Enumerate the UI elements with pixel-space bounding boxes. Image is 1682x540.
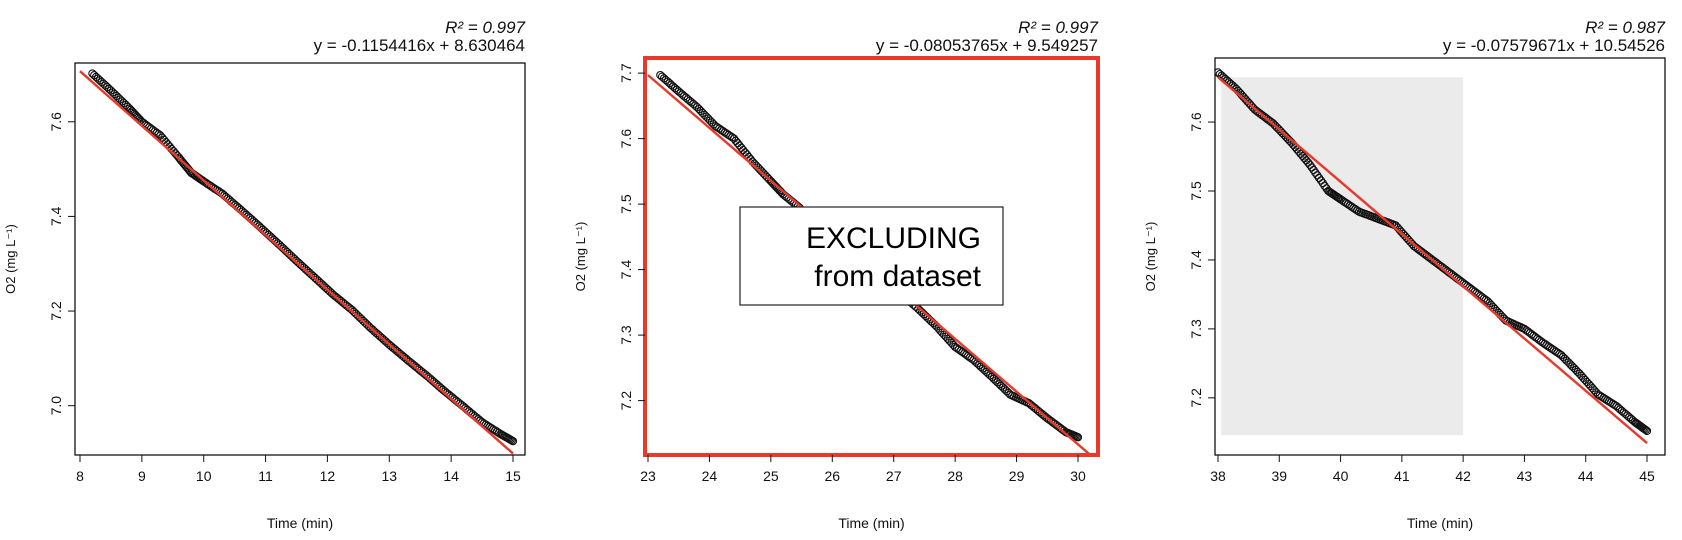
regression-equation: y = -0.1154416x + 8.630464 xyxy=(314,36,525,55)
x-tick-label: 23 xyxy=(640,468,656,484)
regression-equation: y = -0.08053765x + 9.549257 xyxy=(876,36,1098,55)
data-point xyxy=(1640,424,1649,434)
plot-frame xyxy=(1214,57,1666,456)
x-tick-label: 44 xyxy=(1578,468,1594,484)
x-tick-label: 41 xyxy=(1394,468,1410,484)
x-tick-label: 40 xyxy=(1333,468,1349,484)
plot-frame xyxy=(74,62,526,456)
panel-1: 8 9 10 11 12 13 14 15 7.0 7.2 7.4 7.6 Time (min) O2 (… xyxy=(3,18,526,531)
y-tick-label: 7.5 xyxy=(1188,181,1204,201)
data-point xyxy=(1073,433,1083,442)
x-tick-label: 43 xyxy=(1517,468,1533,484)
y-tick-label: 7.2 xyxy=(48,301,64,321)
y-tick-label: 7.6 xyxy=(1188,112,1204,132)
x-tick-label: 30 xyxy=(1070,468,1086,484)
x-tick-label: 39 xyxy=(1271,468,1287,484)
y-tick-label: 7.2 xyxy=(1188,388,1204,408)
annotation-text: EXCLUDING xyxy=(806,222,981,255)
x-tick-label: 8 xyxy=(76,468,84,484)
x-tick-label: 14 xyxy=(443,468,459,484)
r-squared-label: R² = 0.997 xyxy=(1018,18,1098,37)
data-points xyxy=(656,70,1083,442)
y-tick-label: 7.0 xyxy=(48,396,64,416)
data-point xyxy=(739,145,748,155)
x-tick-label: 9 xyxy=(138,468,146,484)
x-tick-label: 13 xyxy=(381,468,397,484)
y-tick-label: 7.4 xyxy=(1188,250,1204,270)
data-point xyxy=(1641,425,1650,435)
panel-2: 23 24 25 26 27 28 29 30 7.2 7.3 7.4 7.5 7.6 7.7 Time (… xyxy=(573,18,1100,531)
x-tick-label: 38 xyxy=(1210,468,1226,484)
x-tick-label: 45 xyxy=(1639,468,1655,484)
annotation-text: from dataset xyxy=(814,260,981,293)
y-axis-label: O2 (mg L⁻¹) xyxy=(3,224,18,294)
data-point xyxy=(508,437,518,446)
x-axis-label: Time (min) xyxy=(267,515,333,531)
y-tick-label: 7.6 xyxy=(618,129,634,149)
x-tick-label: 15 xyxy=(505,468,521,484)
x-tick-label: 26 xyxy=(824,468,840,484)
x-tick-label: 25 xyxy=(763,468,779,484)
r-squared-label: R² = 0.987 xyxy=(1585,18,1665,37)
y-tick-label: 7.4 xyxy=(618,260,634,280)
x-axis-label: Time (min) xyxy=(838,515,904,531)
x-tick-label: 42 xyxy=(1455,468,1471,484)
x-tick-label: 11 xyxy=(258,468,273,484)
y-axis-label: O2 (mg L⁻¹) xyxy=(573,222,588,292)
data-point xyxy=(737,143,746,152)
x-tick-label: 24 xyxy=(702,468,718,484)
x-tick-label: 27 xyxy=(886,468,902,484)
y-tick-label: 7.2 xyxy=(618,391,634,411)
x-tick-label: 12 xyxy=(320,468,336,484)
y-axis-label: O2 (mg L⁻¹) xyxy=(1143,222,1158,292)
annotation-box xyxy=(739,206,1004,306)
y-tick-label: 7.3 xyxy=(618,325,634,345)
data-point xyxy=(1642,426,1652,436)
y-tick-label: 7.3 xyxy=(1188,319,1204,339)
data-point xyxy=(197,175,206,184)
regression-equation: y = -0.07579671x + 10.54526 xyxy=(1443,36,1665,55)
data-points xyxy=(88,69,518,446)
fit-line xyxy=(79,70,514,455)
data-point xyxy=(735,141,744,150)
r-squared-label: R² = 0.997 xyxy=(445,18,525,37)
x-axis-label: Time (min) xyxy=(1407,515,1473,531)
y-tick-label: 7.6 xyxy=(48,112,64,132)
panel-3: 38 39 40 41 42 43 44 45 7.2 7.3 7.4 7.5 7.6 Time (min… xyxy=(1143,18,1666,531)
x-tick-label: 10 xyxy=(196,468,212,484)
x-tick-label: 29 xyxy=(1009,468,1025,484)
y-tick-label: 7.4 xyxy=(48,206,64,226)
data-point xyxy=(733,139,742,148)
y-tick-label: 7.7 xyxy=(618,63,634,83)
plot-frame xyxy=(643,56,1100,457)
x-tick-label: 28 xyxy=(947,468,963,484)
y-tick-label: 7.5 xyxy=(618,194,634,214)
data-points xyxy=(1215,68,1652,436)
data-point xyxy=(1333,193,1343,202)
fit-line xyxy=(1217,76,1648,444)
